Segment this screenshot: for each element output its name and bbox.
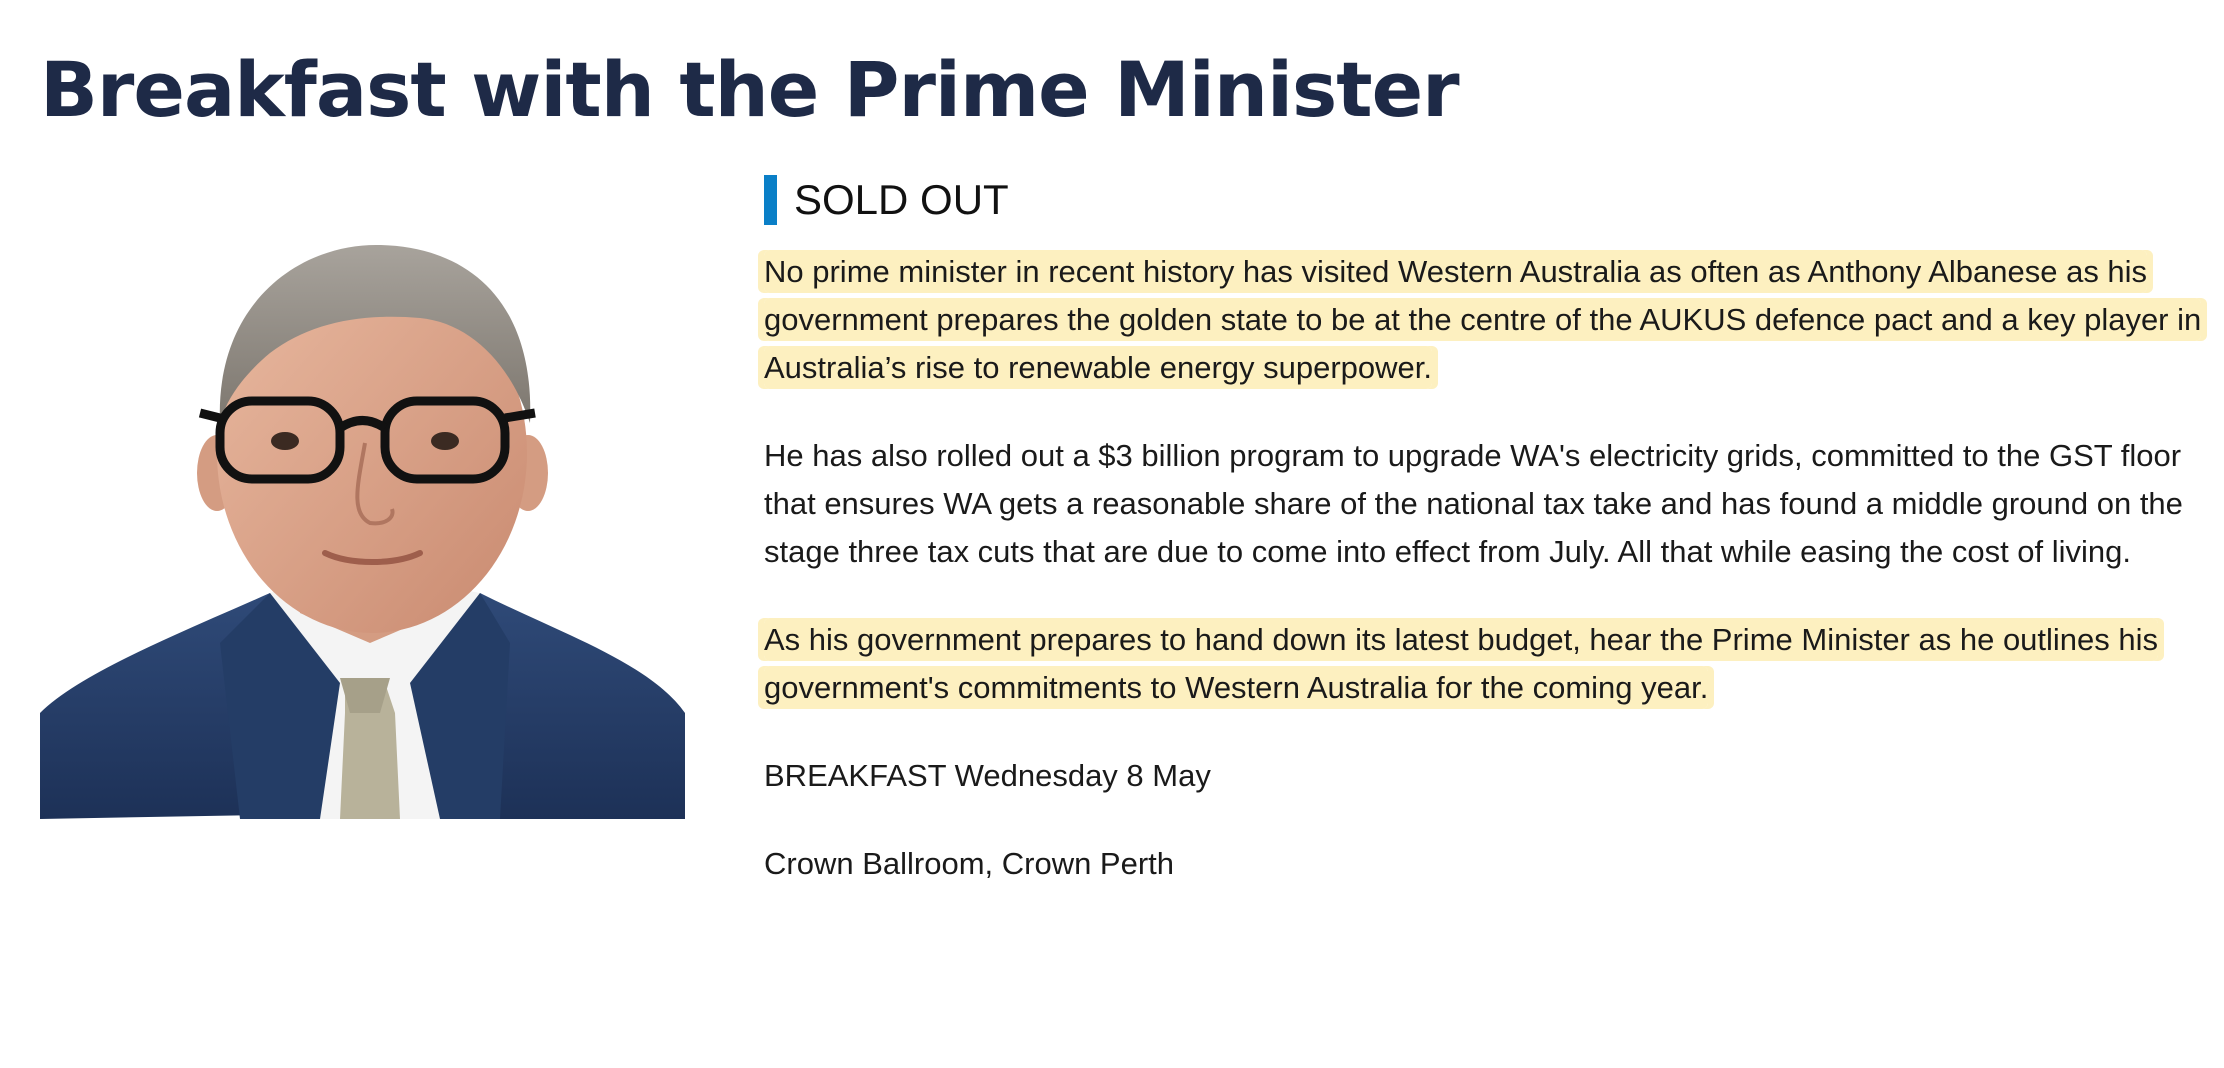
description-paragraph-2: He has also rolled out a $3 billion prog… <box>764 438 2183 569</box>
description-paragraph-3: As his government prepares to hand down … <box>764 616 2204 712</box>
portrait-image <box>40 213 685 819</box>
event-venue: Crown Ballroom, Crown Perth <box>764 846 1175 881</box>
highlighted-text: As his government prepares to hand down … <box>764 618 2159 709</box>
sold-out-status: SOLD OUT <box>764 170 2204 228</box>
page-title: Breakfast with the Prime Minister <box>40 45 1460 134</box>
event-date: BREAKFAST Wednesday 8 May <box>764 758 1211 793</box>
highlighted-text: No prime minister in recent history has … <box>764 250 2202 389</box>
status-label: SOLD OUT <box>794 176 1009 223</box>
event-details: SOLD OUT No prime minister in recent his… <box>764 170 2204 928</box>
description-paragraph-1: No prime minister in recent history has … <box>764 248 2204 392</box>
status-accent-bar <box>764 175 777 225</box>
